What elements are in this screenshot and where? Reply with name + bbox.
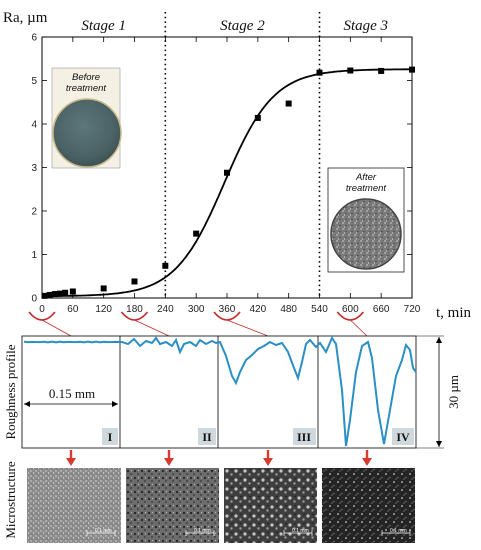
scale-arrow-left-icon <box>24 401 30 407</box>
x-tick-label: 180 <box>126 304 143 315</box>
y-tick-label: 2 <box>31 207 37 218</box>
micro-scale-label: 0.1 mm <box>95 528 112 534</box>
data-point <box>193 230 200 237</box>
profile-frame <box>21 335 417 449</box>
data-point <box>131 278 138 285</box>
roughness-profile-line <box>23 335 417 447</box>
stage-label: Stage 1 <box>81 18 126 34</box>
data-points <box>41 66 415 299</box>
bracket-connector <box>134 319 170 337</box>
y-tick-label: 6 <box>31 33 37 44</box>
section-label-box <box>102 428 118 445</box>
x-tick-label: 120 <box>95 304 112 315</box>
micro-arrows <box>66 450 372 466</box>
micro-image-1 <box>27 468 121 543</box>
photo-after: After treatment <box>327 167 405 273</box>
micro-image-2 <box>126 468 219 543</box>
micro-scale-bars: 0.1 mm 0.1 mm 0.1 mm 0.1 mm <box>86 528 411 536</box>
y-tick-label: 3 <box>31 163 37 174</box>
data-point <box>378 67 385 74</box>
x-tick-label: 660 <box>373 304 390 315</box>
height-arrow-bottom-icon <box>436 441 442 447</box>
data-point <box>254 114 261 121</box>
sample-after-image <box>330 198 402 270</box>
x-axis-ticks: 0 60 120 180 240 300 360 420 480 540 600 660 720 <box>39 37 421 315</box>
photo-before-caption: Before treatment <box>66 72 106 94</box>
microstructure-panel: Microstructure 0.1 mm 0.1 mm 0.1 mm 0.1 mm <box>3 450 415 543</box>
data-point <box>56 290 63 297</box>
sample-before-image <box>52 98 122 168</box>
profile-title: Roughness profile <box>3 344 18 439</box>
section-label: III <box>297 430 311 444</box>
y-tick-label: 0 <box>31 294 37 305</box>
bracket-connector <box>41 319 72 337</box>
x-tick-label: 480 <box>280 304 297 315</box>
micro-scale-label: 0.1 mm <box>390 528 407 534</box>
stage-label: Stage 3 <box>343 18 388 34</box>
data-point <box>46 291 53 298</box>
scale-label: 0.15 mm <box>49 386 95 401</box>
x-tick-label: 240 <box>157 304 174 315</box>
micro-image-3 <box>224 468 317 543</box>
stage-label: Stage 2 <box>220 18 265 34</box>
section-label-box <box>198 428 216 445</box>
photo-after-caption: After treatment <box>346 172 386 194</box>
data-point <box>409 66 415 73</box>
micro-arrow-head-icon <box>263 458 273 466</box>
x-tick-label: 0 <box>39 304 45 315</box>
x-tick-label: 360 <box>219 304 236 315</box>
data-point <box>51 291 58 298</box>
microstructure-title: Microstructure <box>3 461 18 538</box>
data-point <box>162 262 169 269</box>
data-point <box>100 285 107 292</box>
x-tick-label: 600 <box>342 304 359 315</box>
micro-arrow-head-icon <box>66 458 76 466</box>
time-bracket <box>336 311 364 321</box>
stage-labels: Stage 1 Stage 2 Stage 3 <box>81 18 388 34</box>
bracket-connector <box>226 319 269 337</box>
section-labels: I II III IV <box>102 428 414 445</box>
x-axis-title: t, min <box>436 305 472 321</box>
micro-image-4 <box>322 468 415 543</box>
bracket-connector <box>350 319 368 337</box>
y-tick-label: 4 <box>31 120 37 131</box>
micro-arrow-head-icon <box>362 458 372 466</box>
data-point <box>347 67 354 74</box>
x-tick-label: 60 <box>67 304 79 315</box>
x-tick-label: 540 <box>311 304 328 315</box>
micro-scale-label: 0.1 mm <box>292 528 309 534</box>
y-axis-title: Ra, µm <box>3 10 48 26</box>
x-tick-label: 300 <box>188 304 205 315</box>
section-label: I <box>108 430 113 444</box>
data-point <box>41 292 48 299</box>
y-tick-label: 5 <box>31 76 37 87</box>
ra-chart: 0 1 2 3 4 5 6 0 60 120 180 240 300 360 420 480 540 600 66… <box>3 10 472 321</box>
section-label: II <box>202 430 212 444</box>
section-label-box <box>392 428 414 445</box>
section-label: IV <box>396 430 410 444</box>
data-point <box>285 100 292 107</box>
x-tick-label: 720 <box>404 304 421 315</box>
time-brackets <box>28 311 368 337</box>
scale-arrow-right-icon <box>112 401 118 407</box>
stage-divider-lines <box>164 12 321 298</box>
micro-image <box>27 468 415 543</box>
y-axis-ticks: 0 1 2 3 4 5 6 <box>31 33 412 305</box>
data-point <box>316 69 323 76</box>
micro-scale-label: 0.1 mm <box>194 528 211 534</box>
x-tick-label: 420 <box>249 304 266 315</box>
height-arrow-top-icon <box>436 337 442 343</box>
section-label-box <box>293 428 316 445</box>
data-point <box>62 289 69 296</box>
micro-arrow-head-icon <box>164 458 174 466</box>
y-tick-label: 1 <box>31 250 37 261</box>
height-label: 30 µm <box>446 375 461 409</box>
data-point <box>69 288 76 295</box>
roughness-profile-panel: I II III IV 0.15 mm 30 µm Roughness prof… <box>3 335 461 449</box>
photo-before: Before treatment <box>51 67 122 169</box>
data-point <box>224 169 230 176</box>
